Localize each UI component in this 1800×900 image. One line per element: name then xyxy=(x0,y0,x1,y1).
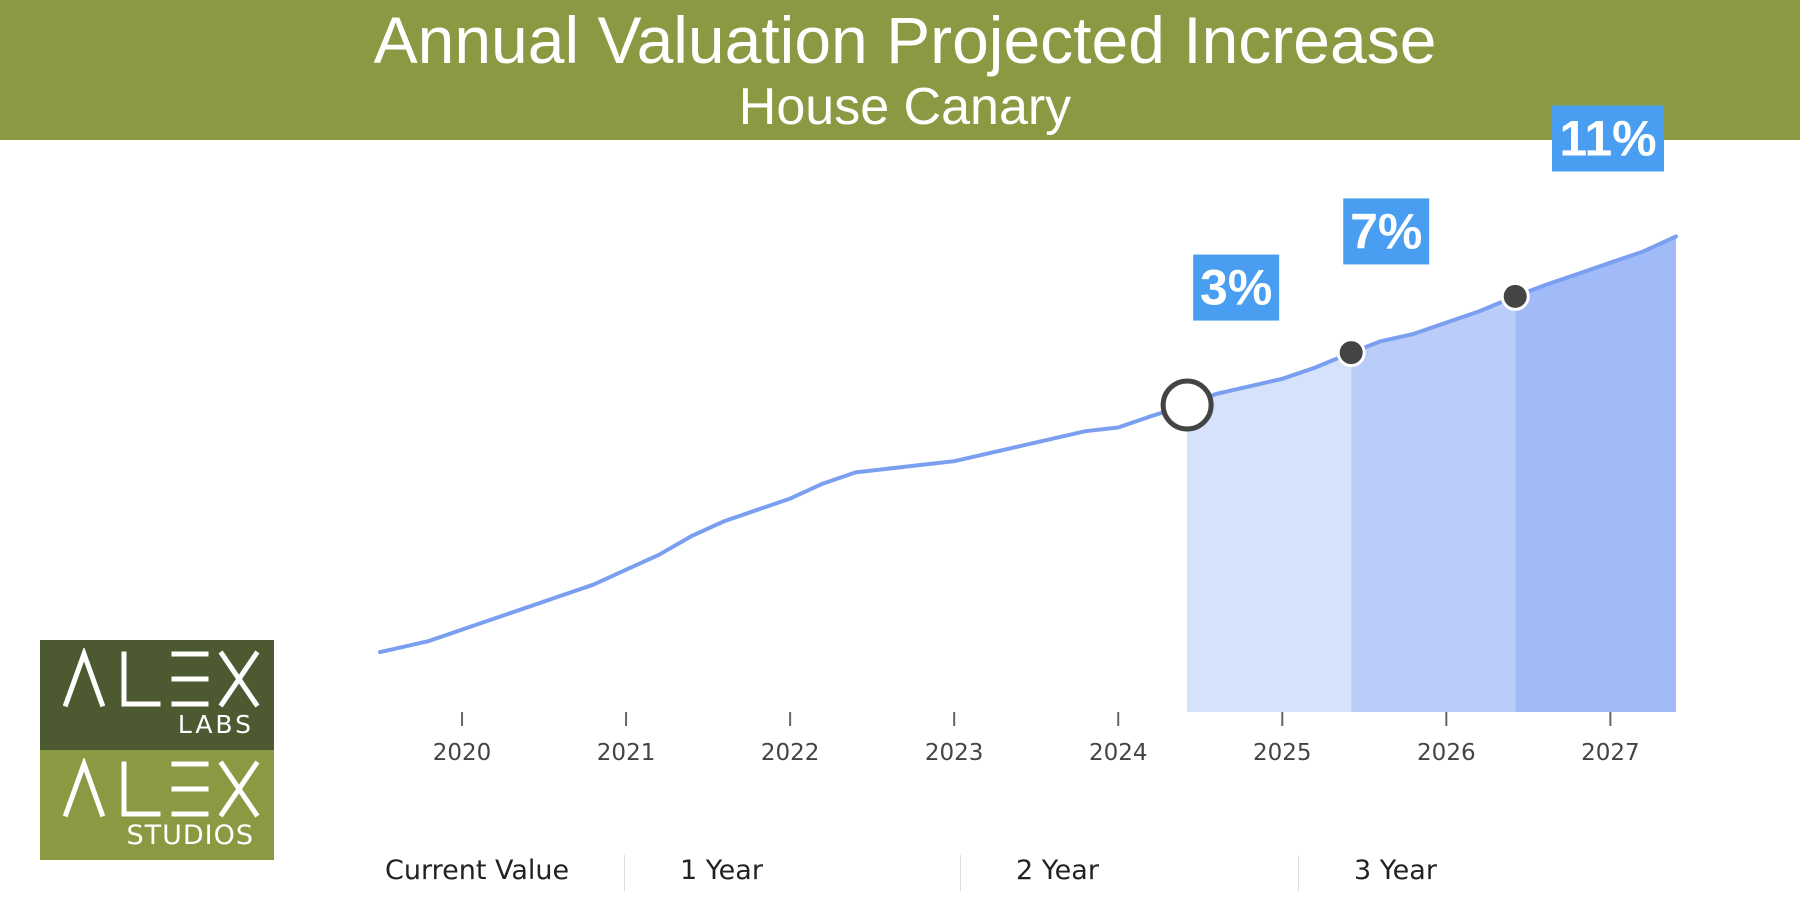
x-tick-label-2026: 2026 xyxy=(1417,740,1476,766)
page-subtitle: House Canary xyxy=(738,78,1072,136)
percent-label-box xyxy=(1193,254,1280,321)
footer-label-1-year: 1 Year xyxy=(680,855,763,886)
percent-label-2: 7% xyxy=(1343,198,1430,265)
x-tick-label-2025: 2025 xyxy=(1253,740,1312,766)
projection-region-1 xyxy=(1187,352,1352,712)
x-tick-label-2024: 2024 xyxy=(1089,740,1148,766)
x-tick-label-2022: 2022 xyxy=(761,740,820,766)
percent-label-1: 3% xyxy=(1193,254,1280,321)
percent-label-text: 11% xyxy=(1559,111,1656,167)
alex-logo: LABS STUDIOS xyxy=(40,640,274,860)
projection-region-2 xyxy=(1351,296,1516,712)
percent-label-3: 11% xyxy=(1552,105,1664,172)
page-title: Annual Valuation Projected Increase xyxy=(373,3,1437,77)
valuation-trend-line xyxy=(378,234,1678,655)
footer-divider xyxy=(1298,855,1299,891)
header-bar: Annual Valuation Projected Increase Hous… xyxy=(0,0,1800,140)
footer-label-current-value: Current Value xyxy=(385,855,570,886)
x-tick-label-2020: 2020 xyxy=(433,740,492,766)
percent-label-box xyxy=(1343,198,1430,265)
percent-label-box xyxy=(1552,105,1664,172)
logo-alex-studios: STUDIOS xyxy=(40,750,274,860)
projection-region-3 xyxy=(1515,236,1676,712)
footer-divider xyxy=(624,855,625,891)
logo-wordmark-alex xyxy=(62,758,260,818)
marker-2-year xyxy=(1500,281,1530,311)
x-tick-label-2021: 2021 xyxy=(597,740,656,766)
percent-label-text: 3% xyxy=(1200,260,1272,316)
marker-1-year xyxy=(1336,338,1366,368)
percent-label-text: 7% xyxy=(1350,203,1422,259)
footer-divider xyxy=(960,855,961,891)
footer-label-2-year: 2 Year xyxy=(1016,855,1099,886)
x-tick-label-2027: 2027 xyxy=(1581,740,1640,766)
logo-studios-text: STUDIOS xyxy=(126,820,254,851)
x-tick-label-2023: 2023 xyxy=(925,740,984,766)
logo-labs-text: LABS xyxy=(177,710,254,739)
logo-alex-labs: LABS xyxy=(40,640,274,750)
logo-wordmark-alex xyxy=(62,648,260,708)
marker-current-value xyxy=(1160,378,1214,432)
footer-label-3-year: 3 Year xyxy=(1354,855,1437,886)
